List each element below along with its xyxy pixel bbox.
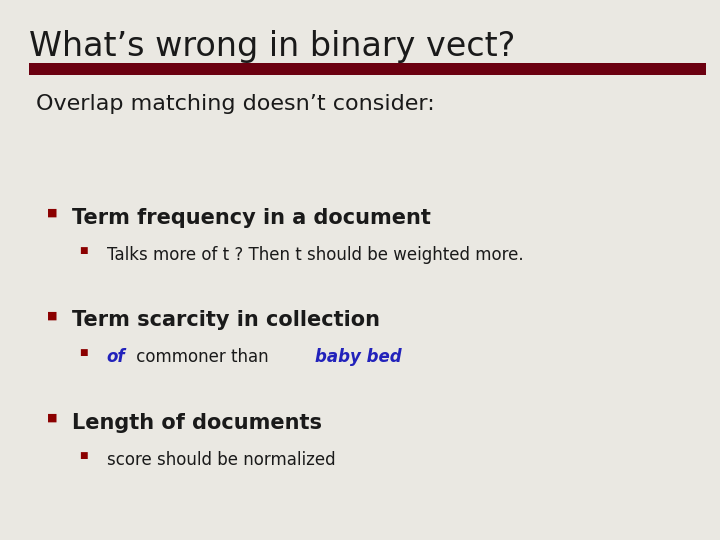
FancyBboxPatch shape — [29, 63, 706, 75]
Text: Term frequency in a document: Term frequency in a document — [72, 208, 431, 228]
Text: ■: ■ — [79, 246, 88, 255]
Text: ■: ■ — [47, 310, 58, 321]
Text: baby bed: baby bed — [315, 348, 402, 366]
Text: Talks more of t ? Then t should be weighted more.: Talks more of t ? Then t should be weigh… — [107, 246, 523, 264]
Text: ■: ■ — [47, 413, 58, 423]
Text: of: of — [107, 348, 125, 366]
Text: Length of documents: Length of documents — [72, 413, 322, 433]
Text: score should be normalized: score should be normalized — [107, 451, 336, 469]
Text: commoner than: commoner than — [130, 348, 274, 366]
Text: ■: ■ — [47, 208, 58, 218]
Text: ■: ■ — [79, 451, 88, 460]
Text: ■: ■ — [79, 348, 88, 357]
Text: Term scarcity in collection: Term scarcity in collection — [72, 310, 380, 330]
Text: Overlap matching doesn’t consider:: Overlap matching doesn’t consider: — [36, 94, 435, 114]
Text: What’s wrong in binary vect?: What’s wrong in binary vect? — [29, 30, 516, 63]
